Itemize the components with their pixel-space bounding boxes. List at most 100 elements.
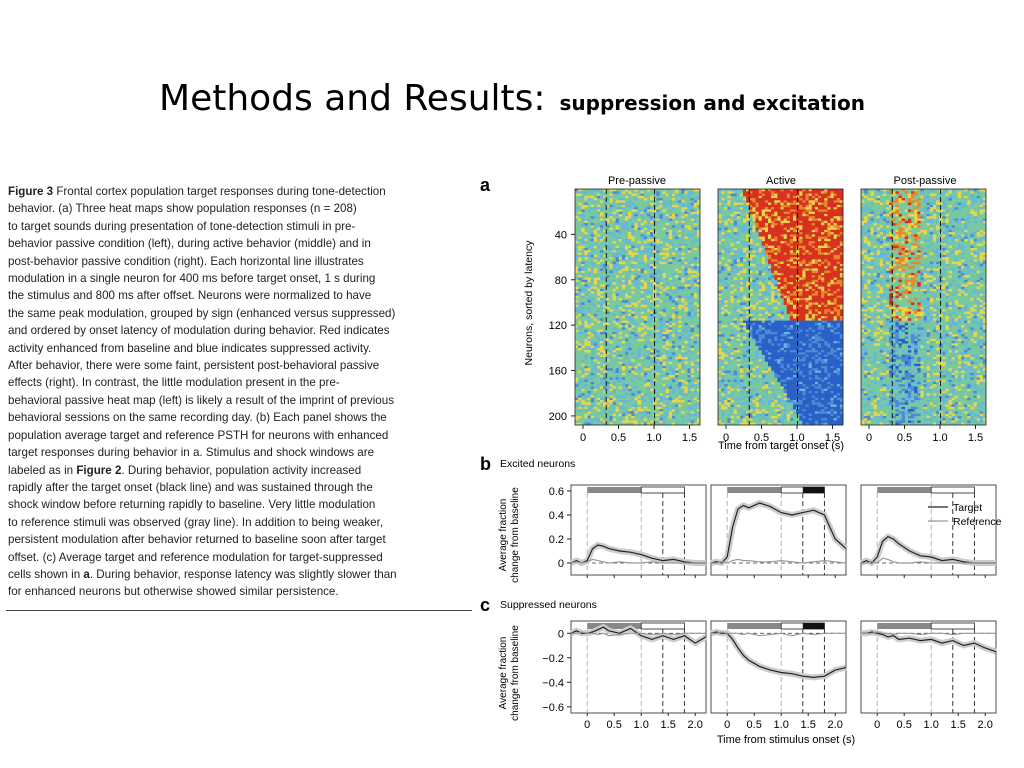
heatmap-cell xyxy=(827,241,831,244)
heatmap-cell xyxy=(752,200,756,203)
heatmap-cell xyxy=(802,379,806,383)
heatmap-cell xyxy=(650,261,654,265)
heatmap-cell xyxy=(727,195,731,199)
heatmap-cell xyxy=(771,216,775,219)
heatmap-cell xyxy=(718,309,722,312)
heatmap-cell xyxy=(836,370,841,374)
heatmap-cell xyxy=(758,400,763,403)
heatmap-cell xyxy=(830,202,834,206)
heatmap-cell xyxy=(830,395,834,398)
heatmap-cell xyxy=(789,266,794,269)
heatmap-cell xyxy=(802,320,806,324)
heatmap-cell xyxy=(662,307,666,310)
heatmap-cell xyxy=(743,313,747,317)
heatmap-cell xyxy=(818,198,822,201)
heatmap-cell xyxy=(590,191,595,194)
heatmap-cell xyxy=(693,275,698,278)
heatmap-cell xyxy=(618,266,623,269)
heatmap-cell xyxy=(690,379,695,383)
heatmap-cell xyxy=(593,418,598,421)
heatmap-cell xyxy=(618,293,623,296)
heatmap-cell xyxy=(675,404,679,408)
heatmap-cell xyxy=(755,334,759,337)
heatmap-cell xyxy=(768,213,772,217)
heatmap-cell xyxy=(681,279,685,283)
heatmap-cell xyxy=(718,223,722,226)
heatmap-cell xyxy=(799,395,803,398)
heatmap-cell xyxy=(802,377,806,380)
heatmap-cell xyxy=(730,252,734,256)
heatmap-cell xyxy=(621,388,626,392)
heatmap-cell xyxy=(805,302,809,305)
heatmap-cell xyxy=(796,386,800,389)
heatmap-cell xyxy=(668,236,673,240)
heatmap-cell xyxy=(746,252,750,256)
heatmap-cell xyxy=(603,284,607,287)
heatmap-cell xyxy=(678,331,682,335)
heatmap-cell xyxy=(752,211,756,215)
heatmap-cell xyxy=(755,218,759,221)
heatmap-cell xyxy=(687,266,691,269)
heatmap-cell xyxy=(687,311,691,315)
heatmap-cell xyxy=(693,397,698,401)
heatmap-cell xyxy=(777,345,781,349)
heatmap-cell xyxy=(718,381,722,385)
heatmap-cell xyxy=(771,236,775,240)
heatmap-cell xyxy=(752,304,756,308)
heatmap-cell xyxy=(786,193,791,197)
heatmap-cell xyxy=(681,195,685,199)
heatmap-cell xyxy=(814,252,819,256)
heatmap-cell xyxy=(612,218,616,221)
heatmap-cell xyxy=(687,202,691,206)
heatmap-cell xyxy=(609,384,613,387)
heatmap-cell xyxy=(752,336,756,339)
heatmap-cell xyxy=(799,297,803,301)
caption-line: effects (right). In contrast, the little… xyxy=(8,374,473,391)
heatmap-cell xyxy=(687,191,691,194)
heatmap-cell xyxy=(584,202,588,206)
heatmap-cell xyxy=(836,250,841,253)
heatmap-cell xyxy=(805,207,809,210)
heatmap-cell xyxy=(833,282,838,285)
heatmap-cell xyxy=(783,325,788,328)
heatmap-cell xyxy=(814,325,819,328)
heatmap-cell xyxy=(590,288,595,292)
heatmap-cell xyxy=(799,238,803,242)
heatmap-cell xyxy=(755,268,759,271)
heatmap-cell xyxy=(830,282,834,285)
heatmap-cell xyxy=(696,409,701,412)
heatmap-cell xyxy=(814,257,819,260)
heatmap-cell xyxy=(749,393,753,396)
heatmap-cell xyxy=(836,204,841,208)
heatmap-cell xyxy=(836,272,841,276)
heatmap-cell xyxy=(786,350,791,353)
heatmap-cell xyxy=(650,420,654,423)
heatmap-cell xyxy=(587,377,591,380)
heatmap-cell xyxy=(830,388,834,392)
heatmap-cell xyxy=(764,250,769,253)
heatmap-cell xyxy=(821,304,825,308)
heatmap-cell xyxy=(774,229,778,233)
heatmap-cell xyxy=(833,409,838,412)
heatmap-cell xyxy=(736,263,741,267)
heatmap-cell xyxy=(749,331,753,335)
heatmap-cell xyxy=(590,377,595,380)
heatmap-cell xyxy=(802,307,806,310)
heatmap-cell xyxy=(662,366,666,369)
heatmap-cell xyxy=(839,361,844,364)
heatmap-cell xyxy=(830,400,834,403)
heatmap-cell xyxy=(824,218,828,221)
heatmap-cell xyxy=(625,350,629,353)
heatmap-cell xyxy=(640,409,645,412)
heatmap-cell xyxy=(839,350,844,353)
heatmap-cell xyxy=(793,334,797,337)
heatmap-cell xyxy=(696,202,701,206)
heatmap-cell xyxy=(761,229,766,233)
heatmap-cell xyxy=(768,257,772,260)
heatmap-cell xyxy=(808,377,813,380)
heatmap-cell xyxy=(833,363,838,367)
heatmap-cell xyxy=(584,415,588,419)
heatmap-title-post: Post-passive xyxy=(894,175,957,187)
heatmap-cell xyxy=(827,189,831,192)
heatmap-cell xyxy=(799,375,803,378)
